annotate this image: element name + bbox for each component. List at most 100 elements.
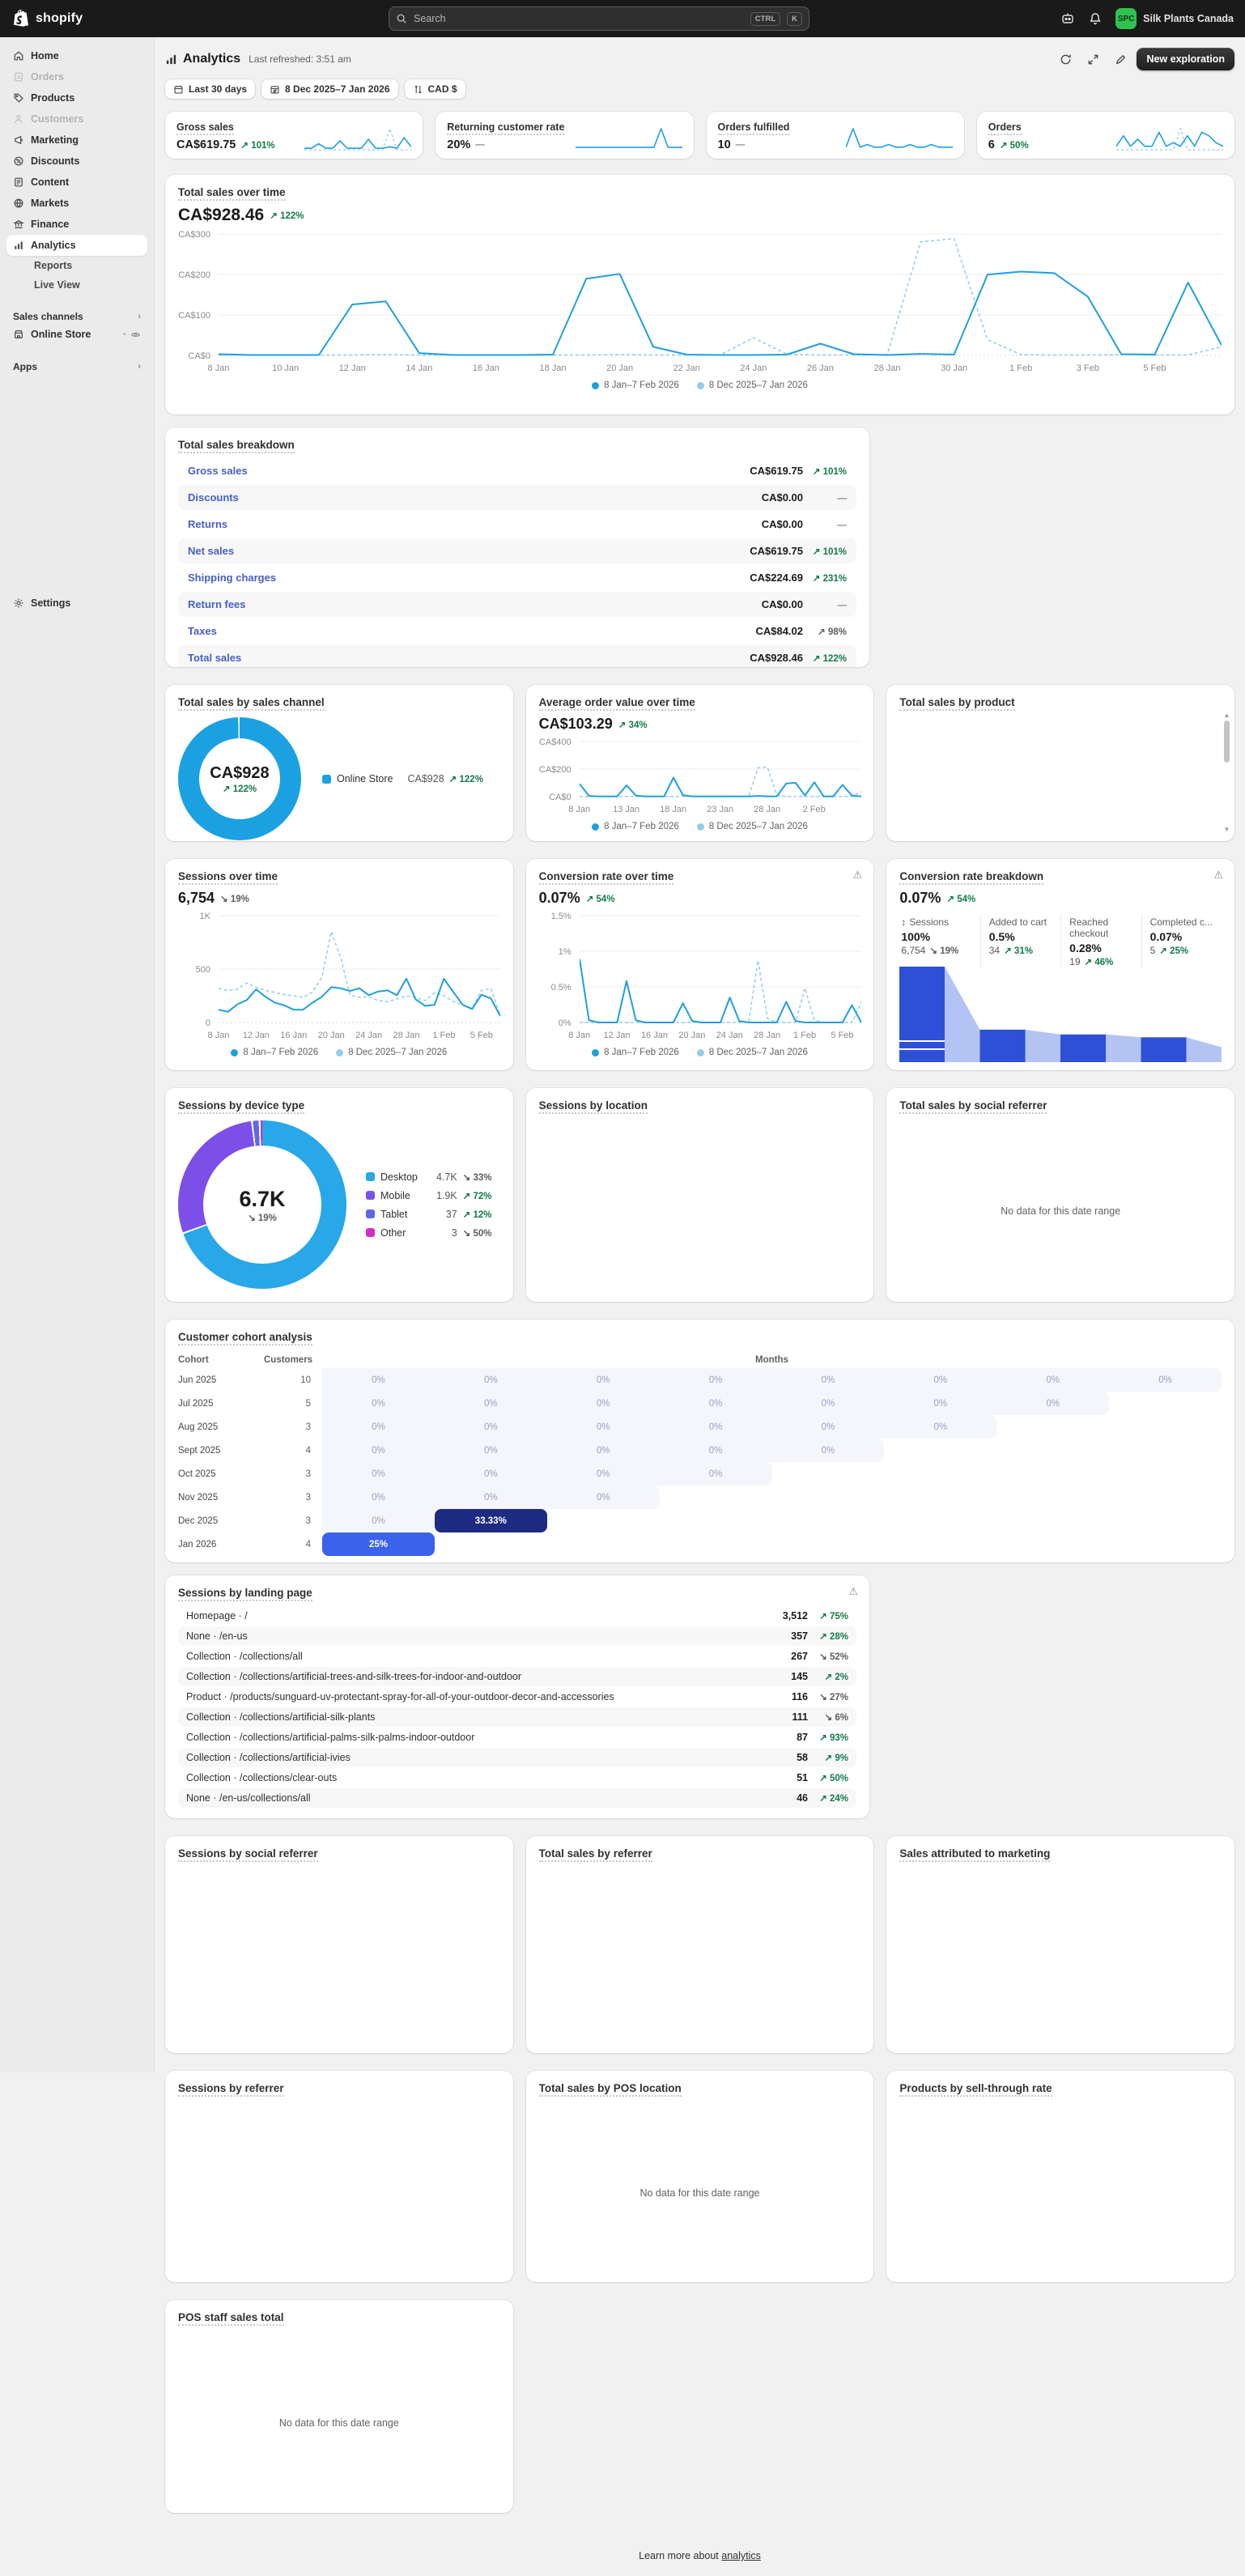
card-title[interactable]: Sessions by referrer [178, 2082, 284, 2097]
scroll-up-icon[interactable]: ▲ [1224, 712, 1230, 719]
cohort-cell[interactable]: 0% [996, 1368, 1109, 1392]
cohort-cell[interactable]: 0% [322, 1439, 435, 1462]
cohort-cell[interactable]: 0% [435, 1439, 547, 1462]
card-title[interactable]: Sessions by landing page [178, 1587, 312, 1601]
cohort-cell[interactable]: 0% [996, 1392, 1109, 1415]
card-title[interactable]: Sessions by location [539, 1099, 648, 1114]
cohort-cell[interactable]: 0% [660, 1415, 772, 1439]
sidebar-item-orders[interactable]: Orders [6, 66, 147, 87]
cohort-cell[interactable]: 0% [322, 1462, 435, 1486]
breakdown-metric-link[interactable]: Gross sales [188, 465, 248, 477]
cohort-cell[interactable]: 0% [884, 1368, 996, 1392]
edit-button[interactable] [1109, 48, 1132, 70]
cohort-cell[interactable]: 0% [660, 1392, 772, 1415]
sidebar-item-finance[interactable]: Finance [6, 214, 147, 235]
cohort-cell[interactable]: 0% [1109, 1368, 1222, 1392]
card-title[interactable]: Sessions by social referrer [178, 1847, 318, 1862]
card-title[interactable]: Conversion rate breakdown [899, 870, 1043, 885]
currency-chip[interactable]: CAD $ [405, 79, 465, 99]
eye-icon[interactable] [130, 329, 141, 340]
sidebar-item-home[interactable]: Home [6, 45, 147, 66]
breakdown-metric-link[interactable]: Total sales [188, 652, 241, 664]
card-title[interactable]: Total sales by POS location [539, 2082, 682, 2097]
card-title[interactable]: Conversion rate over time [539, 870, 674, 885]
sidebar-item-online-store[interactable]: Online Store · [6, 324, 147, 345]
kpi-label[interactable]: Returning customer rate [447, 121, 564, 135]
cohort-cell[interactable]: 25% [322, 1532, 435, 1556]
sidebar-item-customers[interactable]: Customers [6, 108, 147, 130]
cohort-cell[interactable]: 0% [435, 1392, 547, 1415]
compare-range-chip[interactable]: 8 Dec 2025–7 Jan 2026 [261, 79, 397, 99]
kpi-card-gross-sales[interactable]: Gross sales CA$619.75↗ 101% [165, 112, 423, 159]
cohort-cell[interactable]: 0% [772, 1415, 885, 1439]
kpi-card-orders[interactable]: Orders 6↗ 50% [977, 112, 1234, 159]
breakdown-metric-link[interactable]: Return fees [188, 598, 246, 610]
breakdown-metric-link[interactable]: Discounts [188, 491, 239, 504]
refresh-button[interactable] [1054, 48, 1077, 70]
sidebar-item-discounts[interactable]: Discounts [6, 151, 147, 172]
card-title[interactable]: Customer cohort analysis [178, 1331, 312, 1345]
cohort-cell[interactable]: 0% [884, 1392, 996, 1415]
apps-header[interactable]: Apps › [6, 356, 147, 374]
cohort-cell[interactable]: 0% [660, 1462, 772, 1486]
card-title[interactable]: Total sales by social referrer [899, 1099, 1047, 1114]
card-title[interactable]: Products by sell-through rate [899, 2082, 1052, 2097]
cohort-cell[interactable]: 0% [660, 1439, 772, 1462]
cohort-cell[interactable]: 0% [322, 1486, 435, 1509]
card-title[interactable]: Total sales by sales channel [178, 696, 325, 711]
notifications-bell-icon[interactable] [1088, 11, 1103, 26]
card-title[interactable]: Sales attributed to marketing [899, 1847, 1050, 1862]
sidebar-item-markets[interactable]: Markets [6, 193, 147, 214]
cohort-cell[interactable]: 0% [772, 1439, 885, 1462]
sales-channels-header[interactable]: Sales channels › [6, 306, 147, 324]
breakdown-metric-link[interactable]: Shipping charges [188, 572, 276, 584]
cohort-cell[interactable]: 0% [435, 1462, 547, 1486]
kpi-card-returning-customer-rate[interactable]: Returning customer rate 20%— [436, 112, 693, 159]
sidebar-item-marketing[interactable]: Marketing [6, 130, 147, 151]
sidebar-item-reports[interactable]: Reports [6, 256, 147, 275]
card-title[interactable]: Sessions over time [178, 870, 278, 885]
kpi-card-orders-fulfilled[interactable]: Orders fulfilled 10— [707, 112, 964, 159]
cohort-cell[interactable]: 0% [547, 1439, 660, 1462]
expand-button[interactable] [1081, 48, 1104, 70]
scroll-down-icon[interactable]: ▼ [1224, 827, 1230, 833]
account-menu[interactable]: SPC Silk Plants Canada [1115, 8, 1234, 29]
kpi-label[interactable]: Gross sales [176, 121, 234, 135]
cohort-cell[interactable]: 0% [884, 1415, 996, 1439]
cohort-cell[interactable]: 0% [772, 1392, 885, 1415]
sidebar-item-products[interactable]: Products [6, 87, 147, 108]
card-title[interactable]: Sessions by device type [178, 1099, 304, 1114]
cohort-cell[interactable]: 0% [772, 1368, 885, 1392]
kpi-label[interactable]: Orders [988, 121, 1022, 135]
card-title[interactable]: Total sales breakdown [178, 439, 295, 453]
cohort-cell[interactable]: 0% [435, 1486, 547, 1509]
scrollbar[interactable]: ▲▼ [1223, 712, 1230, 833]
kpi-label[interactable]: Orders fulfilled [718, 121, 790, 135]
cohort-cell[interactable]: 0% [322, 1415, 435, 1439]
footer-analytics-link[interactable]: analytics [721, 2550, 761, 2561]
sidebar-item-settings[interactable]: Settings [6, 593, 147, 614]
cohort-cell[interactable]: 0% [547, 1415, 660, 1439]
cohort-cell[interactable]: 0% [322, 1392, 435, 1415]
card-title[interactable]: Average order value over time [539, 696, 695, 711]
new-exploration-button[interactable]: New exploration [1137, 48, 1234, 70]
breakdown-metric-link[interactable]: Taxes [188, 625, 217, 637]
sidebar-item-content[interactable]: Content [6, 172, 147, 193]
cohort-cell[interactable]: 0% [660, 1368, 772, 1392]
card-title[interactable]: Total sales over time [178, 186, 286, 201]
cohort-cell[interactable]: 0% [547, 1486, 660, 1509]
cohort-cell[interactable]: 0% [547, 1368, 660, 1392]
sidebar-item-live-view[interactable]: Live View [6, 275, 147, 295]
sort-icon[interactable]: ↕ [901, 916, 906, 928]
cohort-cell[interactable]: 0% [435, 1368, 547, 1392]
search-input[interactable]: Search CTRL K [389, 6, 809, 31]
card-title[interactable]: Total sales by referrer [539, 1847, 652, 1862]
cohort-cell[interactable]: 0% [435, 1415, 547, 1439]
cohort-cell[interactable]: 0% [547, 1392, 660, 1415]
cohort-cell[interactable]: 0% [547, 1462, 660, 1486]
date-range-chip[interactable]: Last 30 days [165, 79, 255, 99]
card-title[interactable]: Total sales by product [899, 696, 1014, 711]
shopify-logo[interactable]: shopify [13, 9, 207, 28]
sidebar-item-analytics[interactable]: Analytics [6, 235, 147, 256]
cohort-cell[interactable]: 0% [322, 1509, 435, 1532]
